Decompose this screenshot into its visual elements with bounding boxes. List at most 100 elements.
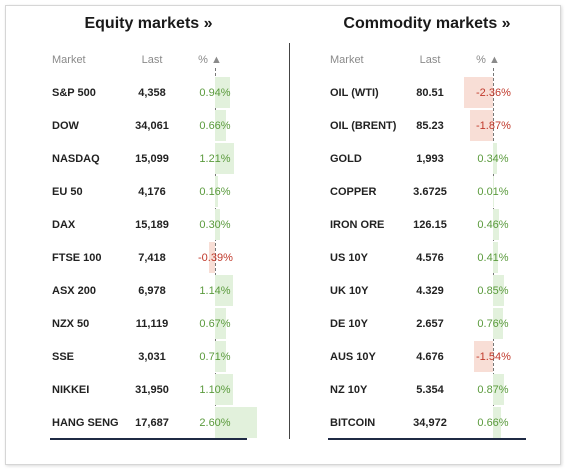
market-name: HANG SENG: [52, 417, 119, 429]
positive-change-bar: [215, 143, 235, 174]
market-name: GOLD: [330, 153, 362, 165]
last-column-header[interactable]: Last: [141, 54, 163, 66]
percent-change: 0.71%: [199, 351, 231, 363]
percent-change: 0.66%: [199, 120, 231, 132]
market-name: IRON ORE: [330, 219, 385, 231]
table-row[interactable]: COPPER 3.6725 0.01%: [328, 175, 526, 208]
table-row[interactable]: GOLD 1,993 0.34%: [328, 142, 526, 175]
positive-change-bar: [493, 308, 503, 339]
table-row[interactable]: OIL (WTI) 80.51 -2.36%: [328, 76, 526, 109]
positive-change-bar: [215, 308, 226, 339]
market-name: OIL (WTI): [330, 87, 379, 99]
percent-change: 0.94%: [199, 87, 231, 99]
percent-change: 0.46%: [477, 219, 509, 231]
table-row[interactable]: S&P 500 4,358 0.94%: [50, 76, 247, 109]
panel-divider: [289, 43, 290, 439]
percent-change: 1.10%: [199, 384, 231, 396]
table-row[interactable]: NZ 10Y 5.354 0.87%: [328, 373, 526, 406]
market-name: AUS 10Y: [330, 351, 376, 363]
table-row[interactable]: NASDAQ 15,099 1.21%: [50, 142, 247, 175]
table-row[interactable]: EU 50 4,176 0.16%: [50, 175, 247, 208]
table-row[interactable]: OIL (BRENT) 85.23 -1.87%: [328, 109, 526, 142]
last-price: 15,189: [135, 219, 169, 231]
market-name: S&P 500: [52, 87, 96, 99]
market-name: NZ 10Y: [330, 384, 368, 396]
table-row[interactable]: DOW 34,061 0.66%: [50, 109, 247, 142]
table-row[interactable]: ASX 200 6,978 1.14%: [50, 274, 247, 307]
last-price: 4,176: [138, 186, 166, 198]
table-row[interactable]: AUS 10Y 4.676 -1.54%: [328, 340, 526, 373]
last-price: 80.51: [416, 87, 444, 99]
positive-change-bar: [215, 209, 220, 240]
positive-change-bar: [215, 407, 257, 438]
percent-change: -1.87%: [476, 120, 511, 132]
table-row[interactable]: FTSE 100 7,418 -0.39%: [50, 241, 247, 274]
table-row[interactable]: NZX 50 11,119 0.67%: [50, 307, 247, 340]
table-row[interactable]: SSE 3,031 0.71%: [50, 340, 247, 373]
percent-change: -0.39%: [198, 252, 233, 264]
table-row[interactable]: IRON ORE 126.15 0.46%: [328, 208, 526, 241]
last-price: 11,119: [135, 318, 169, 330]
percent-change: -1.54%: [476, 351, 511, 363]
positive-change-bar: [493, 242, 499, 273]
table-row[interactable]: BITCOIN 34,972 0.66%: [328, 406, 526, 439]
positive-change-bar: [493, 275, 504, 306]
market-name: NASDAQ: [52, 153, 100, 165]
table-bottom-rule: [328, 438, 526, 440]
market-column-header[interactable]: Market: [330, 54, 364, 66]
percent-change: 0.41%: [477, 252, 509, 264]
positive-change-bar: [215, 341, 227, 372]
table-bottom-rule: [50, 438, 247, 440]
commodity-markets-title-link[interactable]: Commodity markets »: [343, 15, 511, 32]
table-row[interactable]: HANG SENG 17,687 2.60%: [50, 406, 257, 439]
market-name: NZX 50: [52, 318, 90, 330]
positive-change-bar: [493, 209, 499, 240]
percent-change: 0.16%: [199, 186, 231, 198]
percent-change: -2.36%: [476, 87, 511, 99]
market-name: DAX: [52, 219, 76, 231]
last-price: 7,418: [138, 252, 166, 264]
market-name: BITCOIN: [330, 417, 376, 429]
last-price: 3,031: [138, 351, 166, 363]
last-price: 126.15: [413, 219, 447, 231]
percent-change: 1.21%: [199, 153, 231, 165]
last-column-header[interactable]: Last: [419, 54, 441, 66]
table-row[interactable]: US 10Y 4.576 0.41%: [328, 241, 526, 274]
positive-change-bar: [493, 374, 504, 405]
market-name: OIL (BRENT): [330, 120, 397, 132]
table-row[interactable]: NIKKEI 31,950 1.10%: [50, 373, 247, 406]
market-name: EU 50: [52, 186, 83, 198]
last-price: 6,978: [138, 285, 166, 297]
percent-change: 1.14%: [199, 285, 231, 297]
market-name: DE 10Y: [330, 318, 368, 330]
positive-change-bar: [493, 407, 502, 438]
last-price: 4.576: [416, 252, 444, 264]
percent-change-column-header[interactable]: % ▲: [198, 54, 222, 66]
market-name: SSE: [52, 351, 75, 363]
percent-change: 2.60%: [199, 417, 231, 429]
market-column-header[interactable]: Market: [52, 54, 86, 66]
percent-change: 0.67%: [199, 318, 231, 330]
market-name: NIKKEI: [52, 384, 90, 396]
negative-change-bar: [473, 341, 493, 372]
commodity-table-header: Market Last % ▲: [328, 54, 526, 68]
markets-widget: Equity markets » Market Last % ▲ S&P 500…: [5, 5, 561, 465]
last-price: 15,099: [135, 153, 169, 165]
percent-change: 0.66%: [477, 417, 509, 429]
last-price: 4.329: [416, 285, 444, 297]
positive-change-bar: [215, 176, 218, 207]
table-row[interactable]: DAX 15,189 0.30%: [50, 208, 247, 241]
last-price: 34,061: [135, 120, 169, 132]
market-name: FTSE 100: [52, 252, 102, 264]
last-price: 31,950: [135, 384, 169, 396]
percent-change-column-header[interactable]: % ▲: [476, 54, 500, 66]
market-name: DOW: [52, 120, 79, 132]
zero-change-line: [215, 68, 216, 436]
last-price: 17,687: [135, 417, 169, 429]
table-row[interactable]: DE 10Y 2.657 0.76%: [328, 307, 526, 340]
percent-change: 0.30%: [199, 219, 231, 231]
percent-change: 0.34%: [477, 153, 509, 165]
equity-markets-title-link[interactable]: Equity markets »: [84, 15, 213, 32]
negative-change-bar: [463, 77, 493, 108]
table-row[interactable]: UK 10Y 4.329 0.85%: [328, 274, 526, 307]
